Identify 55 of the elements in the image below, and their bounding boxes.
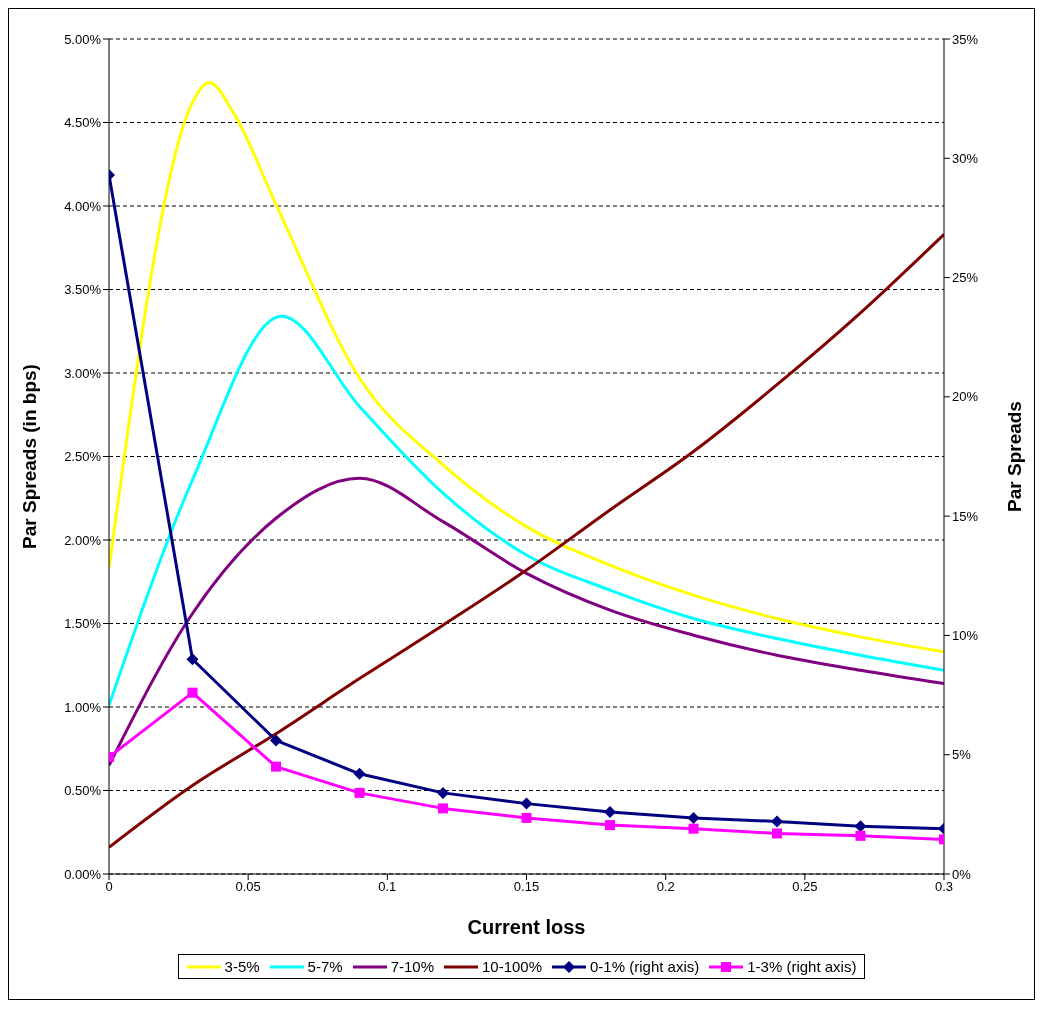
point — [688, 823, 699, 834]
point — [437, 786, 449, 799]
point — [438, 803, 448, 814]
x-tick-label: 0.05 — [235, 879, 261, 895]
point — [520, 797, 533, 810]
point — [271, 761, 281, 772]
y-tick-label: 2.50% — [64, 449, 102, 465]
legend-label: 1-3% (right axis) — [747, 958, 857, 975]
point — [187, 687, 198, 698]
legend-label: 5-7% — [307, 958, 343, 975]
point — [186, 653, 199, 666]
y-tick-label: 4.50% — [64, 115, 102, 131]
y-tick-label: 1.00% — [64, 699, 102, 715]
y2-tick-label: 5% — [952, 747, 972, 763]
y2-tick-label: 25% — [952, 270, 979, 286]
y-tick-label: 5.00% — [64, 31, 102, 47]
y-tick-label: 0.50% — [64, 783, 102, 799]
point — [605, 820, 615, 831]
point — [270, 734, 282, 747]
line-series — [109, 476, 944, 767]
y2-tick-label: 35% — [952, 31, 979, 47]
legend-label: 10-100% — [481, 958, 543, 975]
x-tick-label: 0.2 — [656, 879, 675, 895]
y-tick-label: 3.50% — [64, 282, 102, 298]
y-tick-label: 3.00% — [64, 365, 102, 381]
y-tick-label: 1.50% — [64, 616, 102, 632]
y-axis-title: Par Spreads (in bps) — [18, 364, 40, 549]
legend-label: 3-5% — [224, 958, 260, 975]
legend-label: 0-1% (right axis) — [590, 958, 700, 975]
point — [772, 828, 782, 839]
point — [354, 787, 365, 798]
y2-tick-label: 10% — [952, 628, 979, 644]
y2-tick-label: 0% — [952, 866, 972, 882]
y2-tick-label: 30% — [952, 150, 979, 166]
x-tick-label: 0.15 — [513, 879, 540, 895]
y2-tick-label: 20% — [952, 389, 979, 405]
point — [687, 811, 700, 824]
y-tick-label: 2.00% — [64, 532, 102, 548]
point — [353, 767, 366, 780]
y-tick-label: 0.00% — [64, 866, 102, 882]
x-tick-label: 0.1 — [378, 879, 397, 895]
x-tick-label: 0.3 — [934, 879, 954, 895]
x-axis-title: Current loss — [467, 916, 586, 938]
point — [855, 830, 866, 841]
x-tick-label: 0 — [105, 879, 113, 895]
point — [604, 805, 616, 818]
point — [521, 812, 532, 823]
y2-tick-label: 15% — [952, 508, 979, 524]
line-series — [109, 314, 944, 707]
line-series — [109, 80, 944, 654]
y-tick-label: 4.00% — [64, 198, 102, 214]
legend-label: 7-10% — [390, 958, 434, 975]
point — [771, 815, 783, 828]
x-tick-label: 0.25 — [792, 879, 818, 895]
y2-axis-title: Par Spreads — [1003, 401, 1025, 512]
